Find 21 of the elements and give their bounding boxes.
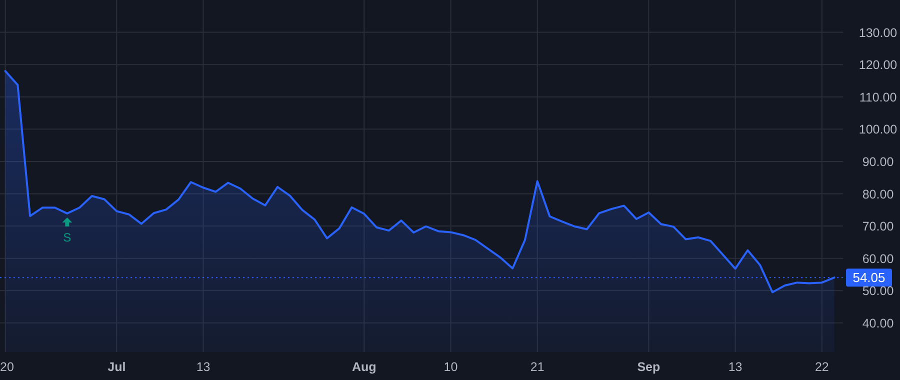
x-tick-label: 13 [728,360,742,374]
x-tick-label: 13 [196,360,210,374]
y-tick-label: 40.00 [862,316,894,330]
y-tick-label: 60.00 [862,252,894,266]
y-tick-label: 50.00 [862,284,894,298]
x-tick-label: Jul [108,360,126,374]
y-tick-label: 100.00 [858,122,898,137]
x-tick-label: 10 [444,360,458,374]
x-tick-label: Aug [352,360,376,374]
y-tick-label: 70.00 [862,220,894,234]
annotation: S [63,230,72,244]
ref-line-label: 54.05 [852,270,886,286]
x-tick-label: 22 [814,360,829,374]
x-tick-label: Sep [637,360,661,374]
y-tick-label: 80.00 [862,187,894,202]
y-tick-label: 110.00 [859,90,897,104]
x-tick-label: 20 [0,360,14,374]
y-tick-label: 90.00 [862,154,894,169]
y-tick-label: 120.00 [858,58,898,72]
y-tick-label: 130.00 [858,26,898,40]
x-tick-label: 21 [530,360,544,374]
